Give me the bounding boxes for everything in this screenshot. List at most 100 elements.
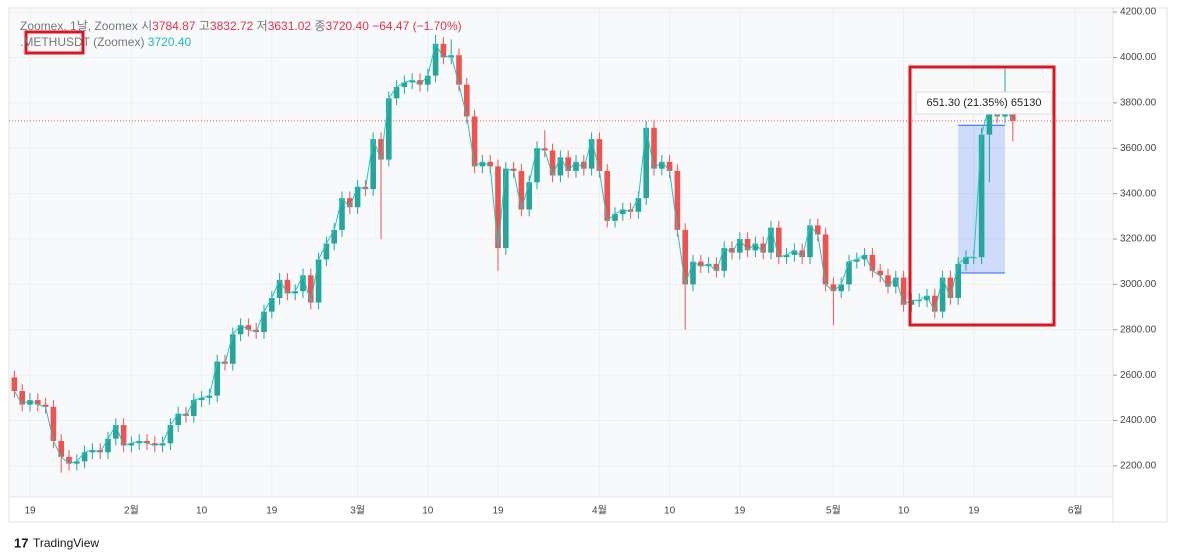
price-axis [1112,7,1168,523]
candle-body [276,279,283,298]
candle-body [534,148,540,183]
y-tick-label: 2400.00 [1120,415,1157,426]
candle-body [370,139,376,190]
candle-body [230,334,236,364]
candle-body [417,80,423,85]
candle-body [877,270,883,276]
x-tick-label: 6월 [1068,505,1083,517]
candle-body [425,75,431,85]
candle-body [183,413,189,416]
y-tick-label: 2800.00 [1120,324,1157,335]
candle-body [635,198,642,212]
candle-body [573,161,579,171]
y-tick-label: 3600.00 [1120,143,1157,154]
candle-body [323,243,330,260]
candle-body [627,209,634,212]
y-tick-label: 3000.00 [1120,279,1157,290]
candle-body [666,161,673,171]
candle-body [97,450,103,453]
candle-body [893,277,899,287]
candle-body [752,243,759,251]
candle-body [861,254,868,260]
change: −64.47 (−1.70%) [372,19,462,33]
candle-body [471,116,478,167]
candle-body [932,295,938,312]
candle-body [393,86,400,99]
highlight-box [908,65,1056,327]
x-tick-label: 4월 [592,505,607,517]
measure-label-box [915,91,1053,115]
candle-body [542,148,548,151]
candle-body [167,425,174,444]
candle-body [440,43,447,58]
close-line [13,42,1014,465]
candle-body [206,395,213,398]
candle-body [245,325,252,330]
candle-body [339,198,345,230]
legend-source: Zoomex, 1날, Zoomex [20,19,138,33]
candle-body [705,263,712,267]
candle-body [198,397,205,401]
ohlc-value: 3784.87 [152,19,196,33]
candle-body [479,161,486,167]
candle-body [292,291,298,294]
candle-body [456,55,462,85]
candle-body [955,263,961,298]
y-tick-label: 3800.00 [1120,97,1157,108]
candle-body [557,157,564,176]
y-tick-label: 4000.00 [1120,52,1157,63]
candle-body [776,227,782,258]
candle-body [612,214,618,221]
candle-body [159,443,166,446]
candle-body [42,404,49,407]
y-tick-label: 2200.00 [1120,461,1157,472]
candle-body [596,139,603,171]
candle-body [105,438,111,453]
x-tick-label: 2월 [124,505,139,517]
ohlc-label: 고 [198,19,210,33]
time-axis [8,496,1114,523]
y-tick-label: 3200.00 [1120,234,1157,245]
candle-body [815,225,821,235]
candle-body [822,234,829,285]
candle-body [807,225,813,258]
candle-body [713,263,720,271]
ohlc-label: 시 [141,19,153,33]
legend-line: .METHUSDT (Zoomex) 3720.40 [20,35,191,49]
highlight-box [24,30,85,55]
ohlc-value: 3832.72 [209,19,254,33]
candle-body [261,311,267,333]
candle-body [869,254,876,271]
candle-body [939,277,946,312]
x-tick-label: 3월 [350,505,365,517]
candle-body [838,284,844,292]
candle-body [409,80,415,83]
candle-body [518,170,525,210]
candle-body [799,250,805,258]
candle-body [682,229,688,285]
ohlc-label: 저 [256,19,268,33]
candle-body [50,406,57,441]
candle-body [978,134,985,258]
candle-body [643,127,649,199]
logo: 17 [14,535,28,550]
x-tick-label: 19 [734,506,746,517]
x-tick-label: 19 [24,506,36,517]
candle-body [300,275,306,292]
candle-body [191,400,197,416]
candle-body [885,275,891,287]
y-tick-label: 4200.00 [1120,7,1157,18]
candle-body [144,440,150,444]
candle-body [113,425,119,439]
candle-body [565,157,571,171]
candle-body [464,84,470,117]
x-tick-label: 10 [422,506,434,517]
x-tick-label: 19 [492,506,504,517]
candle-body [284,279,291,294]
candle-body [152,443,158,446]
candle-body [721,248,727,271]
candle-body [526,182,532,210]
x-tick-label: 5월 [826,505,841,517]
candle-body [783,254,790,258]
